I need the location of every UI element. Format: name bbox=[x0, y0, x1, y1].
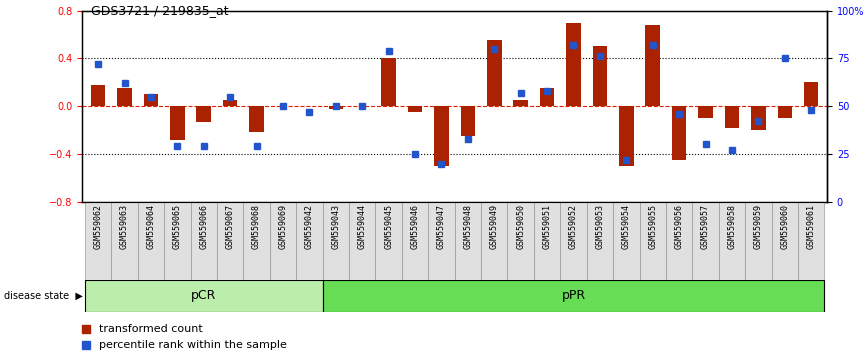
Bar bbox=[434, 106, 449, 166]
Bar bbox=[217, 202, 243, 280]
Text: GSM559064: GSM559064 bbox=[146, 204, 155, 249]
Text: GSM559068: GSM559068 bbox=[252, 204, 261, 249]
Bar bbox=[698, 106, 713, 118]
Bar bbox=[560, 202, 586, 280]
Bar bbox=[692, 202, 719, 280]
Text: GSM559054: GSM559054 bbox=[622, 204, 630, 249]
Text: GSM559053: GSM559053 bbox=[596, 204, 604, 249]
Text: GSM559042: GSM559042 bbox=[305, 204, 313, 249]
Bar bbox=[165, 202, 191, 280]
Bar bbox=[296, 202, 323, 280]
Text: GSM559060: GSM559060 bbox=[780, 204, 789, 249]
Text: GSM559048: GSM559048 bbox=[463, 204, 472, 249]
Bar bbox=[514, 100, 528, 106]
Bar bbox=[639, 202, 666, 280]
Bar bbox=[138, 202, 165, 280]
Bar bbox=[487, 40, 501, 106]
Bar bbox=[533, 202, 560, 280]
Text: GSM559046: GSM559046 bbox=[410, 204, 419, 249]
Bar bbox=[745, 202, 772, 280]
Text: GSM559058: GSM559058 bbox=[727, 204, 736, 249]
Text: GSM559067: GSM559067 bbox=[226, 204, 235, 249]
Bar bbox=[540, 88, 554, 106]
Bar bbox=[778, 106, 792, 118]
Bar bbox=[619, 106, 634, 166]
Text: transformed count: transformed count bbox=[99, 324, 203, 334]
Text: GSM559056: GSM559056 bbox=[675, 204, 683, 249]
Bar bbox=[112, 202, 138, 280]
Text: GSM559069: GSM559069 bbox=[279, 204, 288, 249]
Text: GSM559059: GSM559059 bbox=[754, 204, 763, 249]
Bar bbox=[613, 202, 639, 280]
Bar bbox=[243, 202, 270, 280]
Text: GSM559062: GSM559062 bbox=[94, 204, 102, 249]
Bar bbox=[376, 202, 402, 280]
Bar bbox=[85, 280, 323, 312]
Bar bbox=[481, 202, 507, 280]
Text: percentile rank within the sample: percentile rank within the sample bbox=[99, 340, 287, 350]
Text: GSM559051: GSM559051 bbox=[543, 204, 552, 249]
Bar bbox=[117, 88, 132, 106]
Bar bbox=[249, 106, 264, 132]
Bar bbox=[381, 58, 396, 106]
Text: GSM559049: GSM559049 bbox=[490, 204, 499, 249]
Text: pPR: pPR bbox=[561, 289, 585, 302]
Bar bbox=[402, 202, 429, 280]
Bar bbox=[170, 106, 184, 139]
Bar bbox=[429, 202, 455, 280]
Bar bbox=[804, 82, 818, 106]
Bar bbox=[566, 23, 581, 106]
Bar bbox=[349, 202, 376, 280]
Text: GSM559045: GSM559045 bbox=[385, 204, 393, 249]
Text: disease state  ▶: disease state ▶ bbox=[4, 291, 83, 301]
Bar bbox=[725, 106, 740, 128]
Bar bbox=[85, 202, 112, 280]
Text: GSM559052: GSM559052 bbox=[569, 204, 578, 249]
Bar bbox=[455, 202, 481, 280]
Bar bbox=[798, 202, 824, 280]
Bar bbox=[223, 100, 237, 106]
Text: pCR: pCR bbox=[191, 289, 216, 302]
Text: GSM559043: GSM559043 bbox=[332, 204, 340, 249]
Bar bbox=[672, 106, 687, 160]
Text: GDS3721 / 219835_at: GDS3721 / 219835_at bbox=[91, 4, 229, 17]
Bar bbox=[270, 202, 296, 280]
Text: GSM559061: GSM559061 bbox=[807, 204, 816, 249]
Bar bbox=[323, 280, 824, 312]
Bar bbox=[666, 202, 692, 280]
Bar bbox=[191, 202, 217, 280]
Bar bbox=[507, 202, 533, 280]
Bar bbox=[586, 202, 613, 280]
Bar bbox=[323, 202, 349, 280]
Text: GSM559044: GSM559044 bbox=[358, 204, 366, 249]
Bar bbox=[719, 202, 745, 280]
Bar bbox=[461, 106, 475, 136]
Bar bbox=[772, 202, 798, 280]
Bar bbox=[645, 25, 660, 106]
Bar bbox=[408, 106, 423, 112]
Text: GSM559066: GSM559066 bbox=[199, 204, 208, 249]
Bar bbox=[144, 94, 158, 106]
Bar bbox=[328, 106, 343, 109]
Text: GSM559047: GSM559047 bbox=[437, 204, 446, 249]
Bar bbox=[197, 106, 211, 122]
Bar bbox=[592, 46, 607, 106]
Bar bbox=[91, 85, 106, 106]
Text: GSM559065: GSM559065 bbox=[173, 204, 182, 249]
Text: GSM559057: GSM559057 bbox=[701, 204, 710, 249]
Text: GSM559055: GSM559055 bbox=[649, 204, 657, 249]
Bar bbox=[751, 106, 766, 130]
Text: GSM559050: GSM559050 bbox=[516, 204, 525, 249]
Text: GSM559063: GSM559063 bbox=[120, 204, 129, 249]
